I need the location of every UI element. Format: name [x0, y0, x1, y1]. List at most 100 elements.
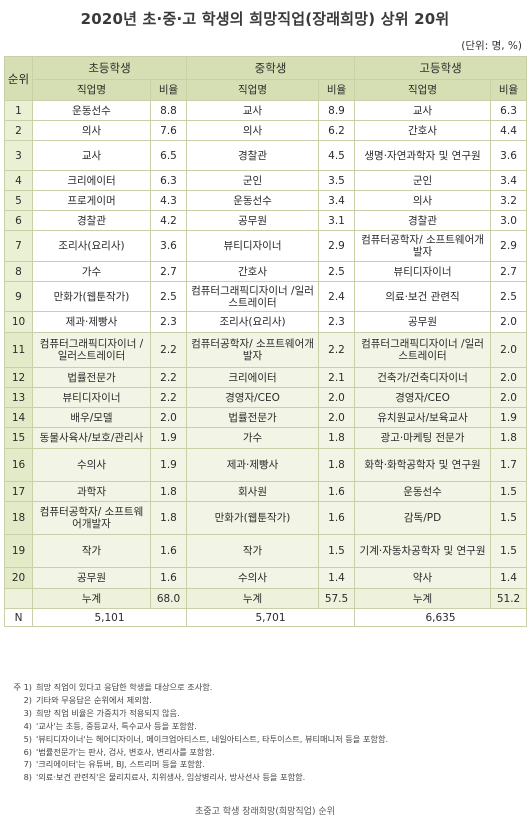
elementary-ratio-cell: 2.5: [149, 281, 188, 312]
elementary-job-cell: 뷰티디자이너: [32, 387, 151, 408]
sum-label: 누계: [32, 588, 151, 609]
high-ratio-cell: 1.8: [490, 427, 528, 449]
high-job-cell: 화학·화학공학자 및 연구원: [354, 448, 492, 482]
middle-ratio-cell: 3.4: [318, 190, 356, 211]
elementary-ratio-cell: 4.3: [149, 190, 188, 211]
footnote-text: 희망 직업이 있다고 응답한 학생을 대상으로 조사함.: [36, 682, 213, 692]
high-job-cell: 컴퓨터공학자/ 소프트웨어개발자: [354, 230, 492, 262]
table-row: 2 의사 7.6 의사 6.2 간호사 4.4: [4, 120, 528, 141]
table-row: 20 공무원 1.6 수의사 1.4 약사 1.4: [4, 567, 528, 589]
middle-job-cell: 수의사: [186, 567, 320, 589]
n-value-middle: 5,701: [186, 608, 356, 627]
high-ratio-cell: 3.4: [490, 170, 528, 191]
elementary-ratio-cell: 6.3: [149, 170, 188, 191]
footnote-line: 6) '법률전문가'는 판사, 검사, 변호사, 변리사를 포함함.: [6, 746, 526, 759]
rank-cell: 5: [4, 190, 33, 211]
high-job-cell: 약사: [354, 567, 492, 589]
elementary-ratio-cell: 2.0: [149, 407, 188, 428]
high-job-cell: 생명·자연과학자 및 연구원: [354, 140, 492, 171]
rank-cell: 8: [4, 261, 33, 282]
elementary-job-cell: 만화가(웹툰작가): [32, 281, 151, 312]
ratio-header: 비율: [318, 79, 356, 101]
middle-job-cell: 컴퓨터공학자/ 소프트웨어개발자: [186, 332, 320, 368]
job-header: 직업명: [354, 79, 492, 101]
high-job-cell: 광고·마케팅 전문가: [354, 427, 492, 449]
high-job-cell: 경영자/CEO: [354, 387, 492, 408]
caption: 초중고 학생 장래희망(희망직업) 순위: [195, 807, 335, 817]
middle-job-cell: 뷰티디자이너: [186, 230, 320, 262]
table-row: 4 크리에이터 6.3 군인 3.5 군인 3.4: [4, 170, 528, 191]
middle-job-cell: 의사: [186, 120, 320, 141]
rank-cell: 12: [4, 367, 33, 388]
high-job-cell: 의료·보건 관련직: [354, 281, 492, 312]
middle-job-cell: 경찰관: [186, 140, 320, 171]
high-job-cell: 유치원교사/보육교사: [354, 407, 492, 428]
middle-job-cell: 조리사(요리사): [186, 311, 320, 333]
elementary-ratio-cell: 2.2: [149, 387, 188, 408]
high-ratio-cell: 2.0: [490, 311, 528, 333]
rank-cell: 15: [4, 427, 33, 449]
footnote-prefix: 7): [23, 759, 32, 770]
elementary-job-cell: 작가: [32, 534, 151, 568]
high-ratio-cell: 2.7: [490, 261, 528, 282]
sum-value-elementary: 68.0: [149, 588, 188, 609]
high-ratio-cell: 2.0: [490, 367, 528, 388]
table-row: 11 컴퓨터그래픽디자이너 /일러스트레이터 2.2 컴퓨터공학자/ 소프트웨어개발자…: [4, 332, 528, 368]
table-row: 3 교사 6.5 경찰관 4.5 생명·자연과학자 및 연구원 3.6: [4, 140, 528, 171]
high-ratio-cell: 1.5: [490, 534, 528, 568]
footnote-text: '뷰티디자이너'는 헤어디자이너, 메이크업아티스트, 네일아티스트, 타투이스…: [36, 733, 389, 744]
footnote-text: '크리에이터'는 유튜버, BJ, 스트리머 등을 포함함.: [36, 759, 205, 770]
table-row: 13 뷰티디자이너 2.2 경영자/CEO 2.0 경영자/CEO 2.0: [4, 387, 528, 408]
middle-ratio-cell: 2.2: [318, 332, 356, 368]
rank-header: 순위: [4, 56, 33, 101]
table-row: 12 법률전문가 2.2 크리에이터 2.1 건축가/건축디자이너 2.0: [4, 367, 528, 388]
footnote-line: 7) '크리에이터'는 유튜버, BJ, 스트리머 등을 포함함.: [6, 758, 526, 771]
high-job-cell: 경찰관: [354, 210, 492, 231]
elementary-ratio-cell: 4.2: [149, 210, 188, 231]
elementary-ratio-cell: 1.6: [149, 567, 188, 589]
sum-value-high: 51.2: [490, 588, 528, 609]
rank-cell: 17: [4, 481, 33, 502]
elementary-job-cell: 크리에이터: [32, 170, 151, 191]
middle-ratio-cell: 2.0: [318, 407, 356, 428]
elementary-job-cell: 조리사(요리사): [32, 230, 151, 262]
table-row: 5 프로게이머 4.3 운동선수 3.4 의사 3.2: [4, 190, 528, 211]
elementary-job-cell: 경찰관: [32, 210, 151, 231]
footnote-text: 희망 직업 비율은 가중치가 적용되지 않음.: [36, 707, 180, 718]
table-row: 19 작가 1.6 작가 1.5 기계·자동차공학자 및 연구원 1.5: [4, 534, 528, 568]
footnote-text: 기타와 무응답은 순위에서 제외함.: [36, 694, 152, 705]
rank-cell: 10: [4, 311, 33, 333]
high-job-cell: 컴퓨터그래픽디자이너 /일러스트레이터: [354, 332, 492, 368]
sum-rank-cell: [4, 588, 33, 609]
elementary-job-cell: 프로게이머: [32, 190, 151, 211]
middle-ratio-cell: 6.2: [318, 120, 356, 141]
middle-ratio-cell: 2.1: [318, 367, 356, 388]
elementary-ratio-cell: 3.6: [149, 230, 188, 262]
high-job-cell: 교사: [354, 100, 492, 121]
elementary-ratio-cell: 1.8: [149, 481, 188, 502]
table-row: 16 수의사 1.9 제과·제빵사 1.8 화학·화학공학자 및 연구원 1.7: [4, 448, 528, 482]
elementary-job-cell: 배우/모델: [32, 407, 151, 428]
middle-ratio-cell: 2.5: [318, 261, 356, 282]
high-ratio-cell: 6.3: [490, 100, 528, 121]
footnote-prefix: 4): [23, 720, 32, 731]
elementary-job-cell: 수의사: [32, 448, 151, 482]
high-ratio-cell: 1.9: [490, 407, 528, 428]
middle-job-cell: 제과·제빵사: [186, 448, 320, 482]
rank-cell: 6: [4, 210, 33, 231]
table-body: 1 운동선수 8.8 교사 8.9 교사 6.3 2 의사 7.6 의사 6.2 간호사 4.4 3 교사 6.…: [4, 100, 528, 589]
footnote-prefix: 주 1): [13, 682, 32, 692]
high-job-cell: 간호사: [354, 120, 492, 141]
elementary-job-cell: 의사: [32, 120, 151, 141]
footnote-line: 3) 희망 직업 비율은 가중치가 적용되지 않음.: [6, 707, 526, 720]
high-job-cell: 공무원: [354, 311, 492, 333]
footnote-prefix: 6): [23, 746, 32, 757]
high-ratio-cell: 2.0: [490, 387, 528, 408]
middle-job-cell: 크리에이터: [186, 367, 320, 388]
middle-job-cell: 공무원: [186, 210, 320, 231]
elementary-job-cell: 운동선수: [32, 100, 151, 121]
middle-ratio-cell: 1.4: [318, 567, 356, 589]
elementary-ratio-cell: 2.2: [149, 367, 188, 388]
middle-job-cell: 법률전문가: [186, 407, 320, 428]
